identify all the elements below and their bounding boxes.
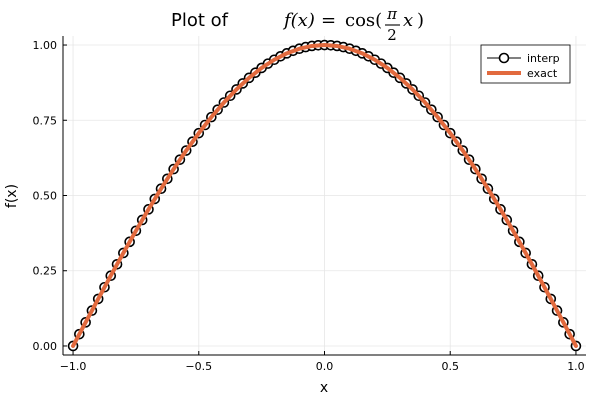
x-axis-label: x [320,380,328,396]
title-var: x [403,10,413,31]
legend-exact-label: exact [527,67,558,80]
title-equals: = [321,10,336,31]
x-tick-label-3: 0.5 [441,360,459,373]
chart-title: Plot of f(x) = cos( π 2 x ) [171,5,424,44]
title-f-of-x: f(x) [282,10,315,31]
y-tick-label-3: 0.75 [33,114,58,127]
x-tick-label-2: 0.0 [316,360,334,373]
y-tick-label-0: 0.00 [33,340,58,353]
y-tick-label-2: 0.50 [33,190,58,203]
legend-interp-label: interp [527,52,560,65]
title-numerator: π [386,5,398,23]
series-exact-line [71,43,578,348]
title-close: ) [417,10,424,31]
x-tick-label-4: 1.0 [567,360,585,373]
legend: interp exact [480,44,571,84]
grid-lines [63,36,586,355]
series-layer [67,39,582,352]
y-axis-ticks: 0.00 0.25 0.50 0.75 1.00 [33,39,67,353]
title-denominator: 2 [387,26,397,44]
x-tick-label-0: −1.0 [60,360,87,373]
x-axis-ticks: −1.0 −0.5 0.0 0.5 1.0 [60,351,585,373]
legend-interp-marker [498,52,510,64]
title-func: cos( [345,10,382,31]
y-tick-label-1: 0.25 [33,265,58,278]
title-prefix: Plot of [171,10,229,31]
y-axis-label: f(x) [4,184,20,208]
y-tick-label-4: 1.00 [33,39,58,52]
x-tick-label-1: −0.5 [185,360,212,373]
legend-box [480,44,571,84]
